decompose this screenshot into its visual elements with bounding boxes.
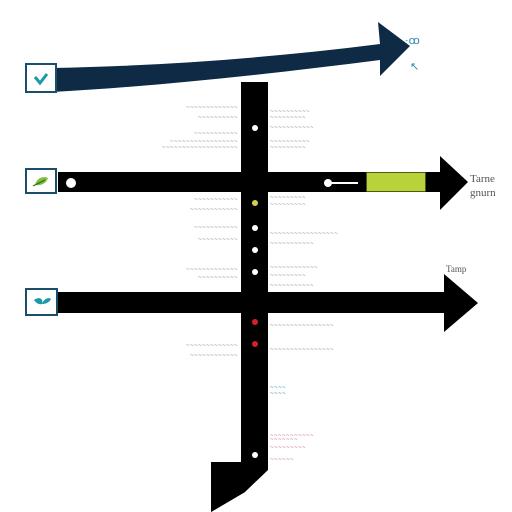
timeline-dot[interactable]: [252, 225, 258, 231]
check-icon: [33, 73, 49, 86]
timeline-dot[interactable]: [252, 247, 258, 253]
right-label-line: ~~~~: [270, 391, 287, 397]
top-arrow: [52, 22, 410, 92]
left-label-line: ~~~~~~~~~~: [197, 275, 238, 281]
right-label-line: ~~~~~~: [270, 457, 295, 463]
right-label-line: ~~~~~~~~~~~: [270, 241, 315, 247]
right-label-line: ~~~~~~~~~~~: [270, 125, 315, 131]
spine-arrowhead: [211, 462, 245, 512]
icon-box-middle[interactable]: [25, 168, 57, 194]
top-right-glyphs: ·ꝏ: [405, 35, 420, 47]
right-label-line: ~~~~~~~~~~~~~~~~~: [270, 231, 339, 237]
left-label-line: ~~~~~~~~~~: [197, 115, 238, 121]
leaf-icon: [32, 177, 48, 187]
right-label-line: ~~~~~~~~~: [270, 195, 307, 201]
timeline-dot[interactable]: [252, 452, 258, 458]
right-label-line: ~~~~~~~~~: [270, 145, 307, 151]
timeline-dot[interactable]: [252, 269, 258, 275]
right-label-line: ~~~~~~~~~: [270, 445, 307, 451]
right-label-line: ~~~~~~~~~~: [270, 139, 311, 145]
lower-heading: Tamp: [446, 264, 467, 274]
lower-arrow: [58, 274, 478, 332]
right-label-line: ~~~~~~~~~: [270, 115, 307, 121]
icon-box-lower[interactable]: [25, 288, 58, 316]
middle-subheading: gnurn: [470, 187, 496, 199]
timeline-dot[interactable]: [252, 125, 258, 131]
left-label-line: ~~~~~~~~~~~: [193, 131, 238, 137]
right-label-line: ~~~~~~~~~: [270, 273, 307, 279]
left-label-line: ~~~~~~~~~~~~: [189, 207, 238, 213]
left-label-line: ~~~~~~~~~~~~~~~~~: [169, 139, 238, 145]
timeline-dot[interactable]: [252, 341, 258, 347]
right-label-line: ~~~~~~~~~~~~: [270, 265, 319, 271]
right-label-line: ~~~~~~~~~~: [270, 109, 311, 115]
slider-knob[interactable]: [324, 179, 332, 187]
left-label-line: ~~~~~~~~~~~~: [189, 353, 238, 359]
middle-arrow: [58, 156, 468, 210]
right-label-line: ~~~~~~~~~~~~~~~~: [270, 323, 335, 329]
timeline-dot[interactable]: [252, 319, 258, 325]
left-label-line: ~~~~~~~~~~~~~: [185, 105, 238, 111]
top-right-mark: ↖: [410, 61, 420, 73]
middle-heading: Tarne: [470, 173, 495, 185]
right-label-line: ~~~~~~~~~~~: [270, 283, 315, 289]
start-marker: [66, 178, 76, 188]
left-label-line: ~~~~~~~~~~~: [193, 197, 238, 203]
timeline-dot[interactable]: [252, 200, 258, 206]
right-label-line: ~~~~~~~~~: [270, 202, 307, 208]
left-label-line: ~~~~~~~~~~~~~: [185, 343, 238, 349]
right-label-line: ~~~~~~~~~~~~~~~~: [270, 347, 335, 353]
icon-box-top[interactable]: [25, 63, 57, 93]
right-label-line: ~~~~~~~: [270, 437, 299, 443]
progress-fill: [367, 173, 425, 191]
left-label-line: ~~~~~~~~~~~~~: [185, 267, 238, 273]
leaf-icon: [34, 298, 51, 305]
right-label-line: ~~~~~~~~~~~: [270, 433, 315, 439]
left-label-line: ~~~~~~~~~~: [197, 237, 238, 243]
left-label-line: ~~~~~~~~~~~: [193, 225, 238, 231]
left-label-line: ~~~~~~~~~~~~~~~~~~~: [161, 145, 238, 151]
right-label-line: ~~~~: [270, 385, 287, 391]
